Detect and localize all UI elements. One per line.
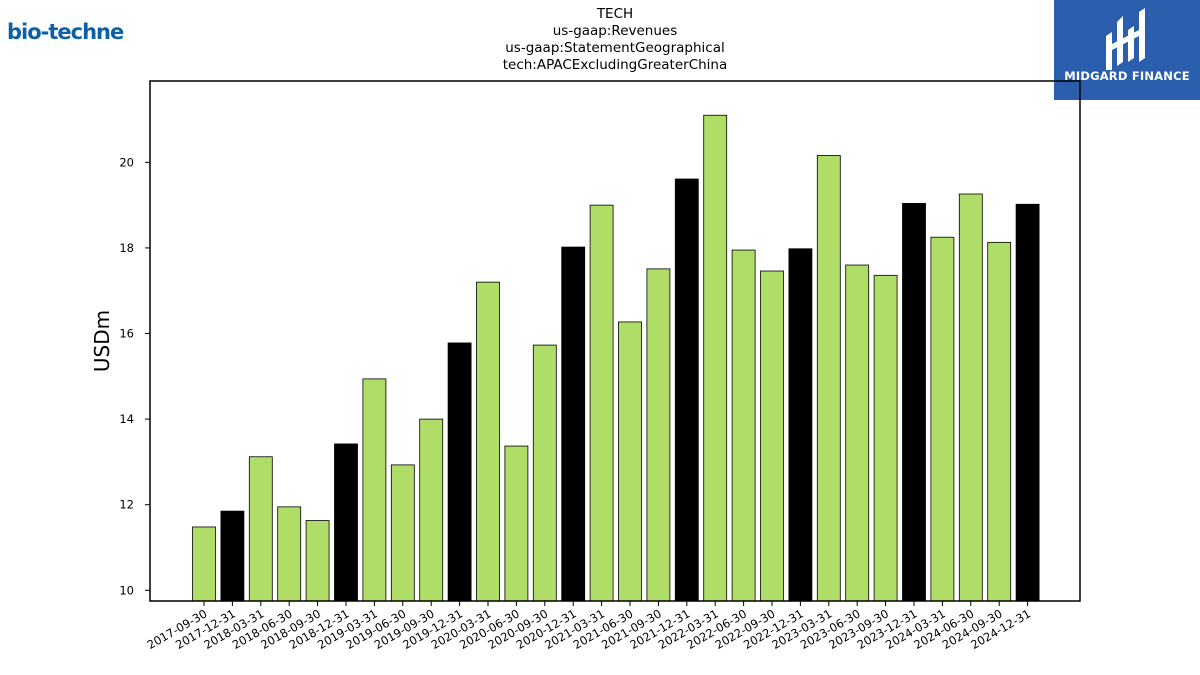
bar-2023-03-31	[816, 155, 841, 602]
plot-frame	[149, 80, 1081, 602]
bar-2020-09-30	[532, 344, 557, 602]
y-tick-label: 10	[119, 583, 134, 597]
y-tick-label: 18	[119, 241, 134, 255]
title-line-axis: us-gaap:StatementGeographical	[505, 40, 725, 56]
bio-techne-logo-text: bio-techne	[7, 20, 124, 44]
bio-techne-logo: bio-techne	[7, 20, 124, 44]
bar-2019-06-30	[390, 464, 415, 602]
bar-2022-03-31	[703, 114, 728, 602]
bar-2020-06-30	[504, 445, 529, 602]
bar-2024-03-31	[930, 236, 955, 602]
title-line-ticker: TECH	[596, 6, 634, 22]
bar-2023-09-30	[873, 274, 898, 602]
midgard-finance-text: MIDGARD FINANCE	[1064, 69, 1190, 83]
bar-2020-12-31	[561, 246, 586, 602]
bar-2018-12-31	[334, 443, 358, 602]
y-tick-label: 20	[119, 155, 134, 169]
bar-2018-09-30	[305, 520, 330, 602]
title-line-concept: us-gaap:Revenues	[552, 23, 678, 39]
bar-2019-09-30	[419, 418, 444, 602]
midgard-emblem-icon	[1106, 8, 1145, 70]
bar-2021-06-30	[618, 321, 642, 602]
bar-2019-03-31	[362, 378, 387, 602]
bar-2018-03-31	[248, 456, 273, 602]
bar-2024-09-30	[987, 241, 1012, 602]
bar-2020-03-31	[476, 281, 500, 602]
bar-2021-12-31	[674, 178, 699, 602]
bar-2019-12-31	[447, 342, 472, 602]
bar-2024-12-31	[1015, 203, 1040, 602]
bar-2017-09-30	[192, 526, 216, 602]
bar-2023-06-30	[845, 264, 870, 602]
bar-2022-12-31	[788, 248, 813, 602]
y-axis: 10 12 14 16 18 20	[119, 155, 150, 597]
bar-2021-09-30	[646, 268, 671, 602]
bar-2024-06-30	[958, 193, 983, 602]
midgard-finance-logo: MIDGARD FINANCE	[1054, 0, 1200, 100]
title-line-member: tech:APACExcludingGreaterChina	[502, 57, 728, 73]
bar-2023-12-31	[902, 202, 926, 602]
bar-2018-06-30	[277, 506, 302, 602]
bar-2022-09-30	[760, 270, 784, 602]
x-axis: 2017-09-302017-12-312018-03-312018-06-30…	[145, 601, 1033, 652]
y-axis-label: USDm	[90, 310, 114, 372]
y-tick-label: 14	[119, 412, 134, 426]
chart-title: TECH us-gaap:Revenues us-gaap:StatementG…	[415, 6, 815, 74]
y-tick-label: 16	[119, 327, 134, 341]
bars-group	[192, 114, 1040, 602]
bar-2017-12-31	[220, 510, 245, 602]
y-tick-label: 12	[119, 498, 134, 512]
bar-2021-03-31	[589, 204, 614, 602]
bar-2022-06-30	[731, 249, 756, 602]
